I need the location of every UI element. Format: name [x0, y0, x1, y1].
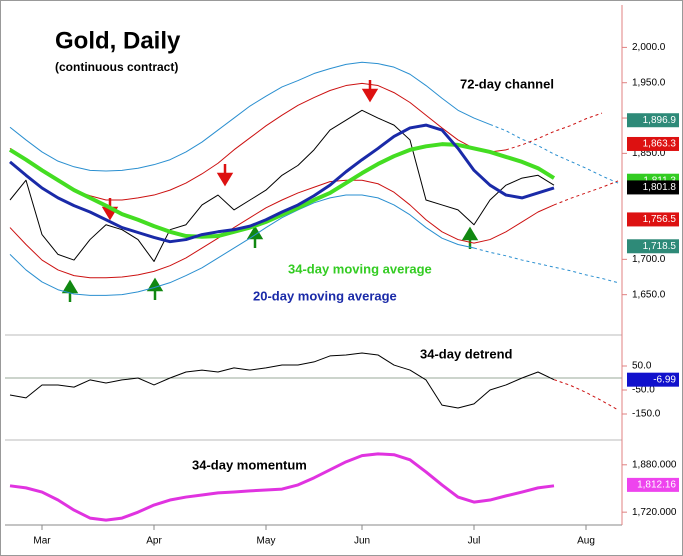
x-tick-label: Jun [354, 536, 370, 547]
y-tick-label: 2,000.0 [632, 42, 666, 53]
y-tick-label: 1,880.000 [632, 459, 677, 470]
x-tick-label: Apr [146, 536, 162, 547]
series-line [473, 247, 619, 284]
value-tag [627, 477, 679, 492]
series-line [9, 123, 555, 244]
y-tick-label: 1,650.0 [632, 289, 666, 300]
value-tag [627, 372, 679, 387]
series-line [9, 179, 555, 279]
series-line [505, 112, 603, 151]
value-tag-label: 1,718.5 [643, 241, 677, 252]
series-line [9, 109, 555, 262]
chart-title: Gold, Daily [55, 27, 181, 54]
x-tick-label: Jul [468, 536, 481, 547]
value-tag [627, 180, 679, 195]
y-tick-label: 50.0 [632, 361, 652, 372]
annotation: 72-day channel [460, 76, 554, 91]
x-tick-label: Mar [33, 536, 51, 547]
panel-title: 34-day momentum [192, 457, 307, 472]
y-tick-label: 1,720.000 [632, 507, 677, 518]
value-tag-label: -6.99 [653, 374, 676, 385]
series-line [8, 142, 556, 239]
panel-title: 34-day detrend [420, 346, 513, 361]
y-tick-label: 1,700.0 [632, 254, 666, 265]
y-tick-label: 1,950.0 [632, 77, 666, 88]
value-tag [627, 212, 679, 227]
series-line [9, 61, 491, 172]
value-tag-label: 1,896.9 [643, 115, 677, 126]
chart-subtitle: (continuous contract) [55, 60, 178, 74]
value-tag-label: 1,863.3 [643, 139, 677, 150]
series-line [553, 180, 619, 206]
annotation: 20-day moving average [253, 288, 397, 303]
y-tick-label: 1,850.0 [632, 148, 666, 159]
annotation: 34-day moving average [288, 261, 432, 276]
value-tag-label: 1,812.16 [637, 480, 676, 491]
series-line [9, 82, 507, 201]
value-tag [627, 136, 679, 151]
y-tick-label: -50.0 [632, 385, 655, 396]
series-line [9, 194, 475, 296]
value-tag [627, 113, 679, 128]
y-tick-label: -150.0 [632, 409, 661, 420]
series-line [9, 452, 555, 522]
x-tick-label: Aug [577, 536, 595, 547]
signal-arrows [61, 80, 479, 302]
value-tag [627, 239, 679, 254]
series-line [9, 352, 555, 409]
value-tag-label: 1,756.5 [643, 214, 677, 225]
x-tick-label: May [257, 536, 276, 547]
value-tag-label: 1,801.8 [643, 182, 677, 193]
